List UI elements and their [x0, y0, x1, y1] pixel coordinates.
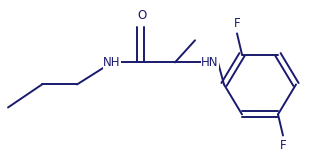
- Text: NH: NH: [103, 56, 121, 69]
- Text: HN: HN: [201, 56, 219, 69]
- Text: F: F: [280, 139, 286, 152]
- Text: O: O: [137, 9, 147, 22]
- Text: F: F: [234, 17, 240, 30]
